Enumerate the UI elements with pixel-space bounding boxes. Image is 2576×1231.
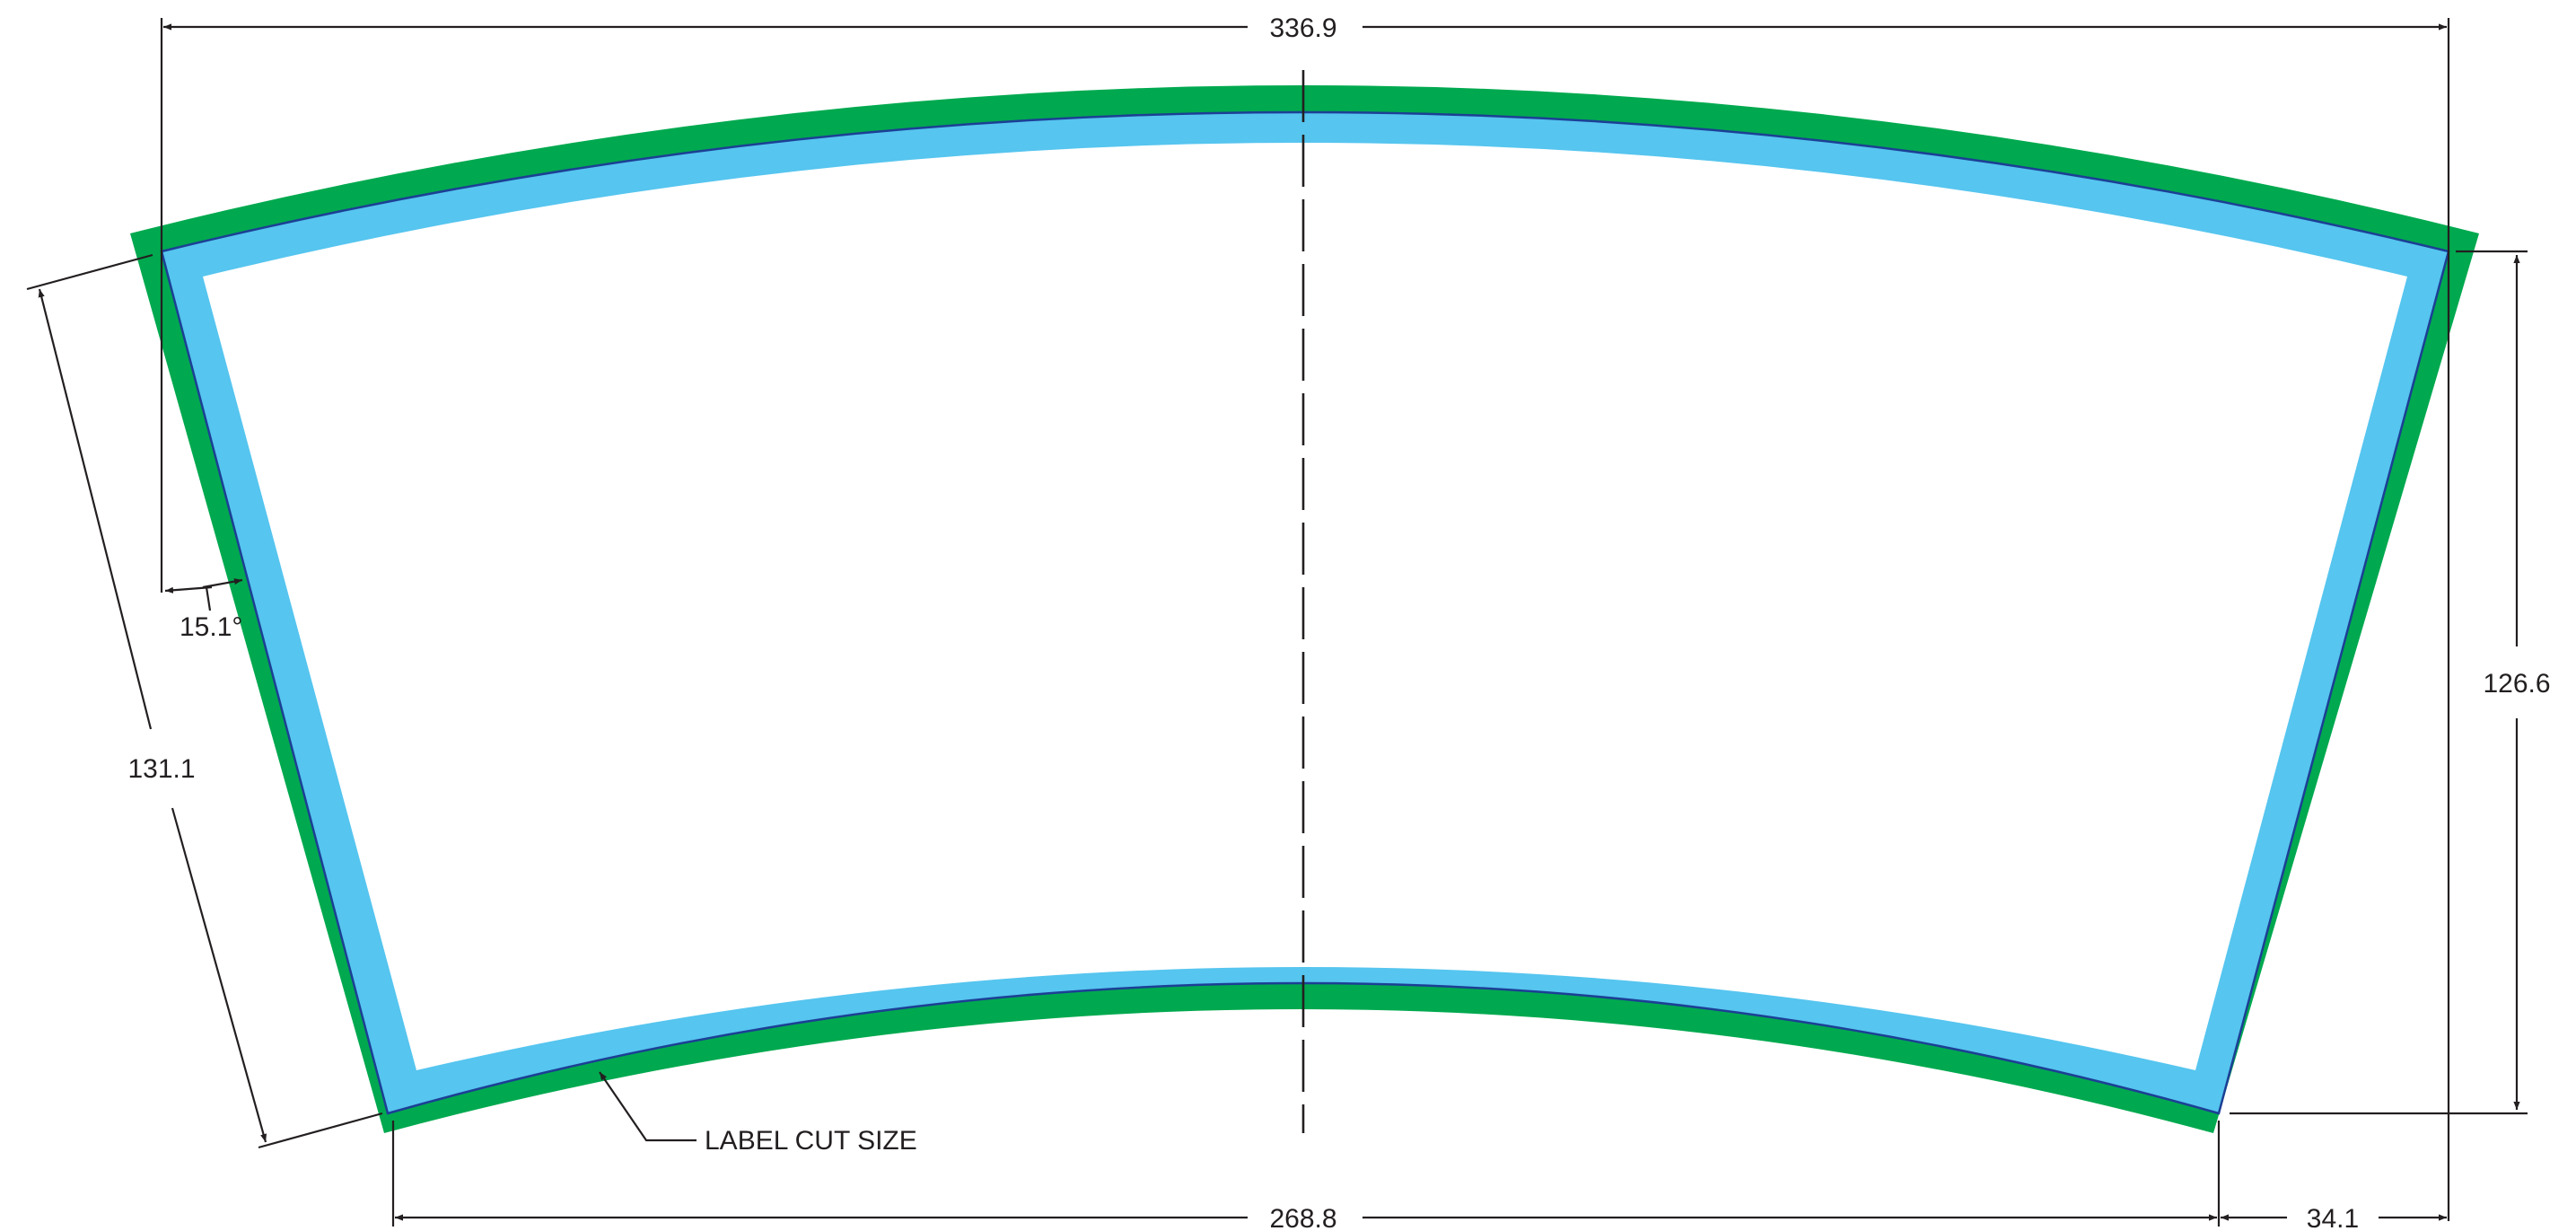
dimension-side-upper-arrow xyxy=(38,288,153,730)
label-cut-size-callout: LABEL CUT SIZE xyxy=(705,1126,917,1156)
dimension-angle-right-arrow xyxy=(202,578,243,589)
dimension-bottom-width-label: 268.8 xyxy=(1269,1204,1336,1231)
live-area xyxy=(203,143,2407,1070)
dimension-offset-label: 34.1 xyxy=(2307,1204,2359,1231)
extension-line-side-upper xyxy=(26,253,153,291)
dimension-side-label: 131.1 xyxy=(127,754,195,784)
dimension-angle-leader xyxy=(205,586,212,611)
dimension-angle-label: 15.1° xyxy=(180,612,242,642)
extension-line-side-lower xyxy=(258,1112,383,1149)
dimension-top-width-label: 336.9 xyxy=(1269,13,1336,43)
label-cut-size-leader xyxy=(599,1071,697,1142)
dimension-height-label: 126.6 xyxy=(2483,669,2550,699)
dimension-side-lower-arrow xyxy=(171,807,267,1143)
label-cut-outline xyxy=(160,110,2450,1115)
